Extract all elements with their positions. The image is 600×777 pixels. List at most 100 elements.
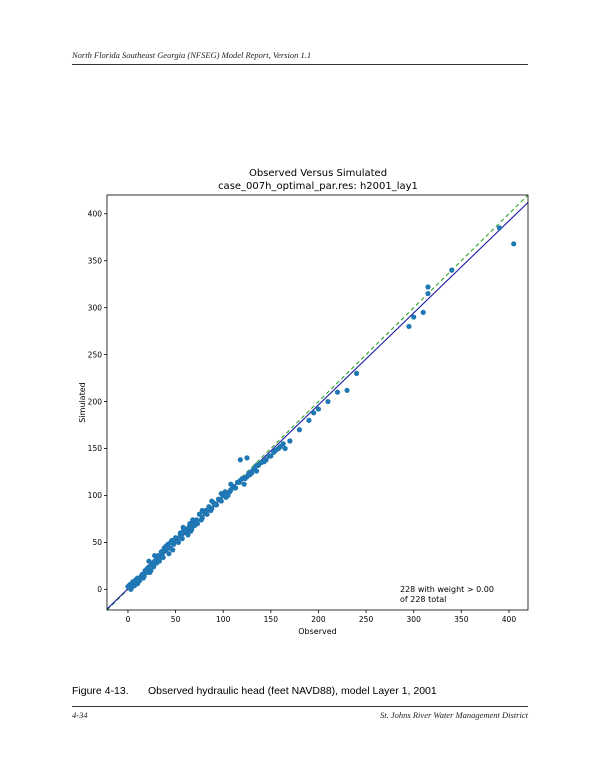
data-point [325, 398, 331, 405]
data-point [287, 438, 293, 444]
data-point [175, 539, 182, 545]
y-tick-label: 350 [88, 256, 103, 265]
data-point [275, 445, 282, 452]
data-point [187, 522, 193, 529]
weight-annotation-line-2: of 228 total [400, 595, 446, 604]
data-point [228, 481, 234, 487]
data-point [199, 507, 205, 514]
data-point [177, 532, 183, 538]
x-axis-label: Observed [298, 627, 337, 636]
data-point [141, 573, 147, 579]
data-point [180, 524, 186, 530]
data-points [125, 225, 517, 592]
data-point [315, 406, 322, 412]
y-tick-label: 300 [88, 303, 103, 312]
data-point [156, 558, 162, 564]
data-point [241, 481, 247, 487]
data-point [227, 489, 233, 495]
x-tick-label: 250 [359, 615, 374, 624]
data-point [306, 417, 312, 423]
figure-caption-label: Figure 4-13. [72, 685, 129, 697]
y-tick-label: 100 [88, 491, 103, 500]
data-point [196, 511, 202, 517]
x-tick-label: 400 [502, 615, 517, 624]
data-point [223, 494, 229, 500]
data-point [190, 517, 196, 523]
y-tick-label: 200 [88, 397, 103, 406]
x-tick-label: 100 [216, 615, 231, 624]
y-tick-label: 50 [92, 538, 102, 547]
data-point [511, 241, 517, 247]
data-point [217, 496, 223, 502]
weight-annotation-line-1: 228 with weight > 0.00 [400, 585, 494, 594]
data-point [132, 582, 138, 589]
data-point [406, 323, 412, 330]
data-point [151, 564, 157, 570]
y-tick-label: 400 [88, 209, 103, 218]
x-tick-label: 50 [171, 615, 181, 624]
data-point [166, 551, 172, 557]
plot-frame [106, 194, 529, 611]
figure-caption: Figure 4-13. Observed hydraulic head (fee… [72, 685, 437, 697]
data-point [496, 225, 503, 231]
data-point [296, 427, 303, 433]
data-point [168, 539, 174, 545]
x-tick-label: 200 [311, 615, 326, 624]
footer-rule [72, 706, 528, 707]
data-point [344, 387, 350, 393]
data-point [218, 490, 224, 497]
data-point [152, 552, 158, 559]
data-point [244, 455, 250, 461]
data-point [170, 547, 176, 553]
x-tick-label: 150 [264, 615, 279, 624]
data-point [232, 485, 239, 491]
data-point [246, 470, 252, 476]
footer-organization: St. Johns River Water Management Distric… [380, 710, 528, 720]
data-point [266, 453, 272, 459]
data-point [411, 314, 417, 320]
page-number: 4-34 [72, 710, 88, 720]
data-point [311, 410, 317, 416]
data-point [271, 449, 277, 455]
data-point [237, 457, 243, 463]
data-point [282, 445, 288, 452]
y-axis-label: Simulated [78, 382, 87, 422]
data-point [353, 370, 360, 376]
data-point [261, 459, 267, 465]
figure-caption-text: Observed hydraulic head (feet NAVD88), m… [148, 685, 437, 697]
data-point [161, 547, 167, 553]
data-point [425, 290, 431, 297]
data-point [280, 441, 286, 447]
data-point [160, 554, 166, 561]
data-point [209, 498, 215, 504]
data-point [420, 309, 426, 315]
y-tick-label: 150 [88, 444, 103, 453]
header-rule [72, 64, 528, 65]
x-tick-label: 350 [454, 615, 469, 624]
data-point [253, 462, 260, 469]
data-point [242, 475, 248, 482]
axis-ticks: 0 50 100 150 200 250 300 350 400 0 50 100 150 200 250 3… [88, 209, 517, 624]
data-point [128, 586, 134, 592]
data-point [185, 532, 191, 538]
data-point [236, 479, 242, 485]
x-tick-label: 0 [126, 615, 131, 624]
page-header: North Florida Southeast Georgia (NFSEG) … [72, 50, 312, 60]
data-point [147, 569, 153, 576]
data-point [135, 577, 142, 583]
y-tick-label: 0 [97, 585, 102, 594]
data-point [425, 284, 431, 290]
data-point [146, 558, 152, 564]
data-point [213, 502, 220, 508]
data-point [208, 507, 214, 514]
x-tick-label: 300 [407, 615, 422, 624]
chart-title: Observed Versus Simulated [249, 168, 387, 179]
data-point [334, 389, 341, 395]
data-point [204, 511, 210, 517]
y-tick-label: 250 [88, 350, 103, 359]
data-point [449, 267, 455, 273]
chart-subtitle: case_007h_optimal_par.res: h2001_lay1 [218, 181, 418, 192]
data-point [198, 517, 204, 523]
data-point [194, 521, 201, 527]
